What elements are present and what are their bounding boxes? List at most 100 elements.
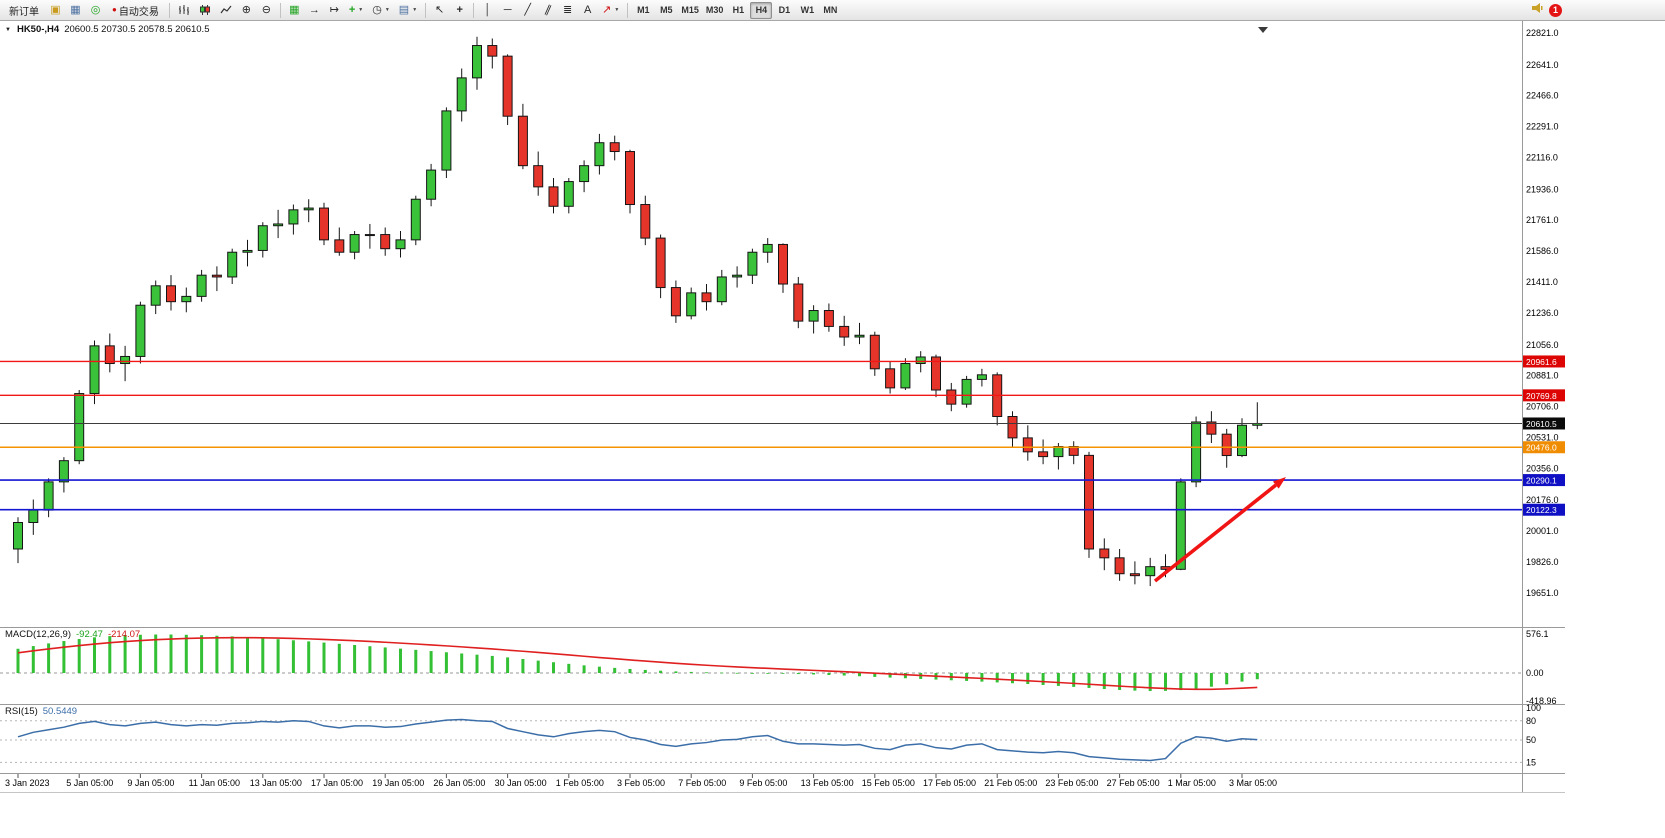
svg-text:15: 15 <box>1526 757 1536 767</box>
notification-badge[interactable]: 1 <box>1549 3 1562 17</box>
candles-layer <box>13 36 1263 587</box>
vertical-line-tool-button[interactable]: │ <box>478 2 497 19</box>
chart-shift-icon: ↦ <box>329 3 339 16</box>
timeframe-m5-button[interactable]: M5 <box>655 2 677 19</box>
chart-shift-marker <box>1258 27 1268 33</box>
svg-text:20122.3: 20122.3 <box>1526 505 1557 515</box>
horizontal-line-tool-button[interactable]: ─ <box>498 2 517 19</box>
cursor-icon: ↖ <box>435 3 445 16</box>
svg-text:21056.0: 21056.0 <box>1526 340 1559 350</box>
timeframe-h4-button[interactable]: H4 <box>750 1 773 19</box>
svg-text:9 Jan 05:00: 9 Jan 05:00 <box>127 778 174 788</box>
svg-text:21 Feb 05:00: 21 Feb 05:00 <box>984 778 1037 788</box>
megaphone-icon[interactable] <box>1531 1 1544 19</box>
svg-text:20531.0: 20531.0 <box>1526 433 1559 443</box>
svg-text:20706.0: 20706.0 <box>1526 402 1559 412</box>
svg-text:21936.0: 21936.0 <box>1526 184 1559 194</box>
svg-text:20881.0: 20881.0 <box>1526 371 1559 381</box>
timeframe-w1-button[interactable]: W1 <box>796 2 818 19</box>
svg-text:23 Feb 05:00: 23 Feb 05:00 <box>1045 778 1098 788</box>
zoom-out-button[interactable]: ⊖ <box>257 2 276 19</box>
chevron-down-icon: ▼ <box>614 6 620 13</box>
price-scale[interactable]: 22821.0 22641.0 22466.0 22291.0 22116.0 21936… <box>1523 28 1565 767</box>
horizontal-lines-layer[interactable] <box>0 360 1522 511</box>
candlestick-mode-button[interactable] <box>195 2 215 19</box>
svg-text:50: 50 <box>1526 735 1536 745</box>
chart-area[interactable]: 22821.0 22641.0 22466.0 22291.0 22116.0 21936… <box>0 21 1665 838</box>
arrows-tool-button[interactable]: ↗ ▼ <box>598 2 623 19</box>
svg-text:19651.0: 19651.0 <box>1526 588 1559 598</box>
fibonacci-tool-button[interactable]: ≣ <box>558 2 577 19</box>
auto-scroll-button[interactable]: → <box>305 2 324 19</box>
cursor-tool-button[interactable]: ↖ <box>430 2 449 19</box>
svg-text:7 Feb 05:00: 7 Feb 05:00 <box>678 778 726 788</box>
svg-text:17 Feb 05:00: 17 Feb 05:00 <box>923 778 976 788</box>
chevron-down-icon: ▼ <box>384 6 390 13</box>
order-stack-button[interactable]: ▣ <box>46 2 65 19</box>
timeframe-d1-button[interactable]: D1 <box>773 2 795 19</box>
text-tool-button[interactable]: A <box>578 2 597 19</box>
new-order-button[interactable]: 新订单 <box>3 2 45 19</box>
bar-chart-mode-button[interactable] <box>174 2 194 19</box>
svg-text:26 Jan 05:00: 26 Jan 05:00 <box>433 778 485 788</box>
chart-shift-button[interactable]: ↦ <box>325 2 344 19</box>
svg-text:3 Mar 05:00: 3 Mar 05:00 <box>1229 778 1277 788</box>
periods-button[interactable]: ◷ ▼ <box>368 2 394 19</box>
toolbar-separator <box>473 2 475 18</box>
horizontal-line-icon: ─ <box>503 3 512 16</box>
vertical-line-icon: │ <box>484 3 492 16</box>
trendline-tool-button[interactable]: ╱ <box>518 2 537 19</box>
candlestick-icon <box>199 5 210 15</box>
auto-trading-button[interactable]: ● 自动交易 <box>106 2 165 19</box>
svg-text:22466.0: 22466.0 <box>1526 91 1559 101</box>
auto-trading-icon: ● <box>112 5 117 14</box>
channel-tool-button[interactable]: ∥ <box>538 2 557 19</box>
chart-canvas[interactable]: 22821.0 22641.0 22466.0 22291.0 22116.0 21936… <box>0 21 1665 838</box>
timeframe-m1-button[interactable]: M1 <box>632 2 654 19</box>
timeframe-group: M1 M5 M15 M30 H1 H4 D1 W1 MN <box>632 1 841 19</box>
time-scale[interactable]: 3 Jan 2023 5 Jan 05:00 9 Jan 05:00 11 Jan 0… <box>5 774 1277 788</box>
clock-icon: ◷ <box>372 3 382 16</box>
crosshair-tool-button[interactable]: + <box>450 2 469 19</box>
trend-arrow[interactable] <box>1153 477 1286 583</box>
svg-text:20356.0: 20356.0 <box>1526 463 1559 473</box>
svg-text:20001.0: 20001.0 <box>1526 526 1559 536</box>
svg-text:1 Feb 05:00: 1 Feb 05:00 <box>556 778 604 788</box>
svg-text:80: 80 <box>1526 716 1536 726</box>
chart-window-button[interactable]: ▦ <box>66 2 85 19</box>
trendline-icon: ╱ <box>524 3 531 16</box>
indicators-button[interactable]: + ▼ <box>345 2 367 19</box>
svg-text:9 Feb 05:00: 9 Feb 05:00 <box>739 778 787 788</box>
tile-windows-icon: ▦ <box>289 3 300 16</box>
svg-text:3 Feb 05:00: 3 Feb 05:00 <box>617 778 665 788</box>
toolbar-separator <box>627 2 629 18</box>
svg-text:20610.5: 20610.5 <box>1526 419 1557 429</box>
svg-text:21236.0: 21236.0 <box>1526 308 1559 318</box>
svg-text:27 Feb 05:00: 27 Feb 05:00 <box>1107 778 1160 788</box>
fibonacci-icon: ≣ <box>563 3 573 16</box>
crosshair-icon: + <box>456 3 463 16</box>
market-watch-button[interactable]: ◎ <box>86 2 105 19</box>
timeframe-m30-button[interactable]: M30 <box>703 2 727 19</box>
svg-text:17 Jan 05:00: 17 Jan 05:00 <box>311 778 363 788</box>
line-chart-mode-button[interactable] <box>216 2 236 19</box>
timeframe-mn-button[interactable]: MN <box>819 2 841 19</box>
svg-text:19826.0: 19826.0 <box>1526 557 1559 567</box>
svg-text:22641.0: 22641.0 <box>1526 60 1559 70</box>
svg-text:20476.0: 20476.0 <box>1526 443 1557 453</box>
svg-text:21586.0: 21586.0 <box>1526 246 1559 256</box>
svg-text:20769.8: 20769.8 <box>1526 391 1557 401</box>
svg-text:3 Jan 2023: 3 Jan 2023 <box>5 778 50 788</box>
tile-windows-button[interactable]: ▦ <box>285 2 304 19</box>
indicators-plus-icon: + <box>348 3 356 16</box>
zoom-in-button[interactable]: ⊕ <box>237 2 256 19</box>
svg-text:13 Feb 05:00: 13 Feb 05:00 <box>801 778 854 788</box>
order-stack-icon: ▣ <box>50 3 61 16</box>
timeframe-h1-button[interactable]: H1 <box>727 2 749 19</box>
svg-text:0.00: 0.00 <box>1526 668 1544 678</box>
svg-text:20176.0: 20176.0 <box>1526 495 1559 505</box>
timeframe-m15-button[interactable]: M15 <box>678 2 702 19</box>
template-icon: ▤ <box>398 3 410 16</box>
templates-button[interactable]: ▤ ▼ <box>395 2 421 19</box>
auto-trading-label: 自动交易 <box>118 6 159 18</box>
